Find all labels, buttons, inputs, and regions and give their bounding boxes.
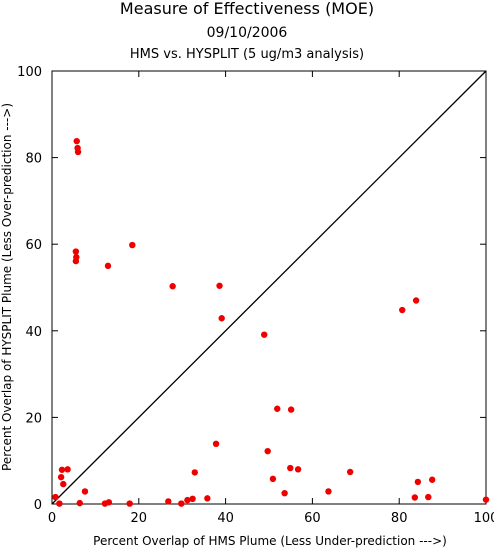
plot-area: 0 20 40 60 80 100 0 20 40 60 80 100 <box>17 65 494 526</box>
data-point <box>60 480 67 488</box>
data-point <box>191 469 198 476</box>
data-point <box>81 488 89 495</box>
data-point <box>269 475 277 483</box>
x-tick-label: 60 <box>304 511 321 526</box>
data-point <box>129 241 136 249</box>
data-point <box>399 306 406 314</box>
data-point <box>274 405 281 412</box>
data-point <box>72 248 80 255</box>
data-point <box>428 476 436 483</box>
data-point <box>126 500 133 507</box>
y-tick-label: 40 <box>25 325 42 340</box>
data-point <box>287 464 294 472</box>
data-point <box>281 489 288 497</box>
data-point <box>165 498 172 505</box>
data-point <box>218 315 225 322</box>
data-point <box>346 468 354 476</box>
plot-frame <box>51 70 487 505</box>
chart-date: 09/10/2006 <box>207 25 288 41</box>
data-point <box>204 495 211 502</box>
data-point <box>216 282 223 289</box>
data-point <box>73 137 80 145</box>
x-tick-label: 80 <box>391 511 408 526</box>
y-tick-label: 20 <box>25 411 42 426</box>
data-point <box>325 488 332 495</box>
reference-diagonal-line <box>51 70 487 505</box>
data-point <box>58 466 66 473</box>
data-point <box>52 493 59 501</box>
data-point <box>64 466 71 473</box>
data-point <box>482 496 490 503</box>
data-point <box>57 473 65 481</box>
x-tick-label: 100 <box>474 511 494 526</box>
data-point <box>56 500 63 507</box>
x-tick-label: 20 <box>131 511 148 526</box>
chart-title: Measure of Effectiveness (MOE) <box>120 0 374 18</box>
data-point <box>287 406 295 413</box>
data-point <box>412 297 420 304</box>
y-tick-label: 80 <box>25 152 42 167</box>
data-point <box>411 494 419 501</box>
x-tick-label: 0 <box>48 511 56 526</box>
data-point <box>105 499 113 506</box>
data-point <box>261 331 268 338</box>
data-point <box>184 496 191 504</box>
data-point <box>74 148 82 156</box>
y-axis-label: Percent Overlap of HYSPLIT Plume (Less O… <box>0 103 14 471</box>
data-point <box>425 493 432 501</box>
data-point <box>178 500 185 507</box>
data-point <box>104 262 112 270</box>
data-point <box>414 478 422 486</box>
y-tick-label: 0 <box>34 498 42 513</box>
data-point <box>76 499 83 507</box>
y-tick-label: 60 <box>25 238 42 253</box>
data-point <box>294 466 302 473</box>
y-tick-label: 100 <box>17 65 42 80</box>
data-point <box>169 283 176 290</box>
data-point <box>264 447 271 455</box>
data-point <box>72 257 80 265</box>
x-tick-label: 40 <box>217 511 234 526</box>
data-point <box>212 440 220 448</box>
chart-subtitle: HMS vs. HYSPLIT (5 ug/m3 analysis) <box>130 47 364 62</box>
x-axis-label: Percent Overlap of HMS Plume (Less Under… <box>93 534 447 548</box>
data-point <box>189 495 196 503</box>
